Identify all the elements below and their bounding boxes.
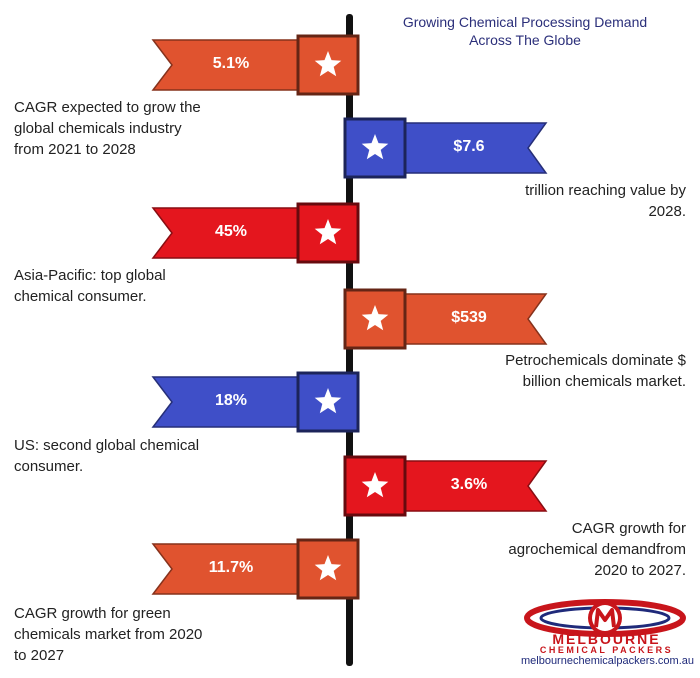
star-icon (314, 51, 342, 77)
page-title: Growing Chemical Processing Demand Acros… (360, 13, 690, 49)
logo-brand-sub: CHEMICAL PACKERS (539, 645, 674, 655)
title-line-1: Growing Chemical Processing Demand (402, 14, 648, 30)
description-line: global chemicals industry (14, 120, 182, 137)
star-icon (314, 555, 342, 581)
description-line: Petrochemicals dominate $ (505, 352, 686, 369)
flag-ribbon (151, 376, 301, 428)
flag-description: CAGR growth for agrochemical demandfrom 20… (436, 518, 686, 581)
description-line: consumer. (14, 458, 84, 475)
description-line: chemicals market from 2020 (14, 626, 203, 643)
flag-box (343, 288, 407, 350)
description-line: 2020 to 2027. (594, 562, 686, 579)
description-line: chemical consumer. (14, 288, 147, 305)
flag-box (296, 202, 360, 264)
description-line: CAGR expected to grow the (14, 99, 201, 116)
description-line: US: second global chemical (14, 437, 200, 454)
description-line: billion chemicals market. (522, 373, 686, 390)
star-icon (361, 134, 389, 160)
star-icon (361, 305, 389, 331)
description-line: CAGR growth for (571, 520, 686, 537)
flag-ribbon (151, 207, 301, 259)
flag-1 (151, 34, 360, 96)
flag-value: 3.6% (450, 476, 488, 493)
flag-description: CAGR growth for green chemicals market fr… (14, 603, 254, 666)
flag-value: 45% (214, 223, 248, 240)
description-line: 2028. (648, 203, 686, 220)
flag-value: $539 (451, 309, 487, 326)
star-icon (314, 388, 342, 414)
flag-7 (151, 538, 360, 600)
description-line: Asia-Pacific: top global (14, 267, 166, 284)
flag-2 (343, 117, 548, 179)
flag-value: 18% (214, 392, 248, 409)
flag-description: US: second global chemical consumer. (14, 435, 254, 477)
flag-ribbon (151, 543, 301, 595)
description-line: trillion reaching value by (525, 182, 686, 199)
title-line-2: Across The Globe (469, 32, 581, 48)
flag-value: 5.1% (212, 55, 250, 72)
flag-4 (343, 288, 548, 350)
description-line: agrochemical demandfrom (508, 541, 686, 558)
star-icon (361, 472, 389, 498)
description-line: CAGR growth for green (14, 605, 171, 622)
logo-mark-icon (524, 599, 686, 637)
flag-3 (151, 202, 360, 264)
star-icon (314, 219, 342, 245)
flag-description: Asia-Pacific: top global chemical consume… (14, 265, 254, 307)
description-line: from 2021 to 2028 (14, 141, 136, 158)
flag-5 (151, 371, 360, 433)
flag-ribbon (151, 39, 301, 91)
logo-url: melbournechemicalpackers.com.au (520, 655, 695, 667)
flag-description: CAGR expected to grow the global chemical… (14, 97, 254, 160)
flag-description: trillion reaching value by 2028. (436, 180, 686, 222)
flag-value: $7.6 (453, 138, 485, 155)
flag-6 (343, 455, 548, 517)
description-line: to 2027 (14, 647, 65, 664)
flag-description: Petrochemicals dominate $ billion chemica… (436, 350, 686, 392)
flag-value: 11.7% (208, 559, 254, 576)
logo-brand-name: MELBOURNE (552, 631, 661, 647)
